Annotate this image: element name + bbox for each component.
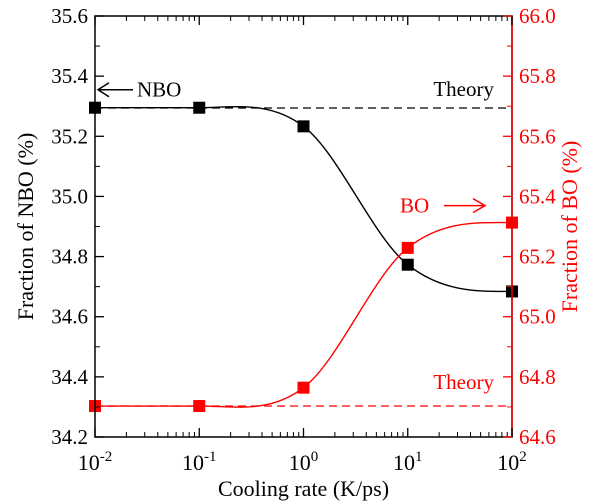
nbo-data-point bbox=[193, 101, 206, 114]
nbo-fit-curve bbox=[95, 106, 513, 293]
bo-theory-label: Theory bbox=[433, 370, 494, 394]
fit-curves bbox=[94, 106, 513, 408]
bo-arrow-icon bbox=[472, 197, 487, 214]
y-right-tick-label: 65.0 bbox=[519, 305, 556, 329]
nbo-arrow-icon bbox=[96, 82, 110, 98]
data-markers bbox=[89, 101, 518, 413]
y-right-tick-label: 64.6 bbox=[519, 425, 556, 449]
bo-data-point bbox=[193, 400, 206, 413]
nbo-data-point bbox=[401, 258, 414, 271]
y-right-tick-label: 64.8 bbox=[519, 365, 556, 389]
y-left-tick-label: 34.6 bbox=[51, 305, 88, 329]
bo-data-point bbox=[297, 381, 310, 394]
nbo-theory-label: Theory bbox=[433, 77, 494, 101]
x-tick-label: 10-2 bbox=[78, 449, 113, 475]
nbo-annotation: NBO bbox=[137, 78, 181, 102]
y-left-tick-label: 34.4 bbox=[51, 365, 88, 389]
annotations: NBO BO Theory Theory bbox=[96, 77, 494, 394]
y-left-tick-label: 35.6 bbox=[51, 4, 88, 28]
x-tick-label: 100 bbox=[289, 449, 319, 475]
y-right-tick-label: 65.6 bbox=[519, 124, 556, 148]
y-left-tick-label: 34.8 bbox=[51, 245, 88, 269]
bo-annotation: BO bbox=[400, 194, 429, 218]
x-axis-title: Cooling rate (K/ps) bbox=[218, 476, 389, 501]
y-right-tick-label: 65.4 bbox=[519, 184, 556, 208]
y-right-tick-label: 65.8 bbox=[519, 64, 556, 88]
y-left-tick-label: 35.0 bbox=[51, 184, 88, 208]
nbo-data-point bbox=[297, 120, 310, 133]
y-right-tick-label: 65.2 bbox=[519, 245, 556, 269]
theory-lines bbox=[95, 107, 512, 407]
y-left-tick-label: 35.4 bbox=[51, 64, 88, 88]
x-tick-label: 101 bbox=[393, 449, 423, 475]
y-left-tick-label: 35.2 bbox=[51, 124, 88, 148]
y-left-axis-title: Fraction of NBO (%) bbox=[13, 133, 38, 321]
bo-data-point bbox=[401, 241, 414, 254]
y-right-tick-label: 66.0 bbox=[519, 4, 556, 28]
y-right-axis-title: Fraction of BO (%) bbox=[557, 141, 582, 313]
axes: 10-2 10-1 100 101 102 34.2 34.4 34.6 34.8 35.0 35.… bbox=[13, 4, 582, 501]
x-tick-label: 102 bbox=[497, 449, 527, 475]
y-left-tick-label: 34.2 bbox=[51, 425, 88, 449]
x-tick-label: 10-1 bbox=[182, 449, 217, 475]
